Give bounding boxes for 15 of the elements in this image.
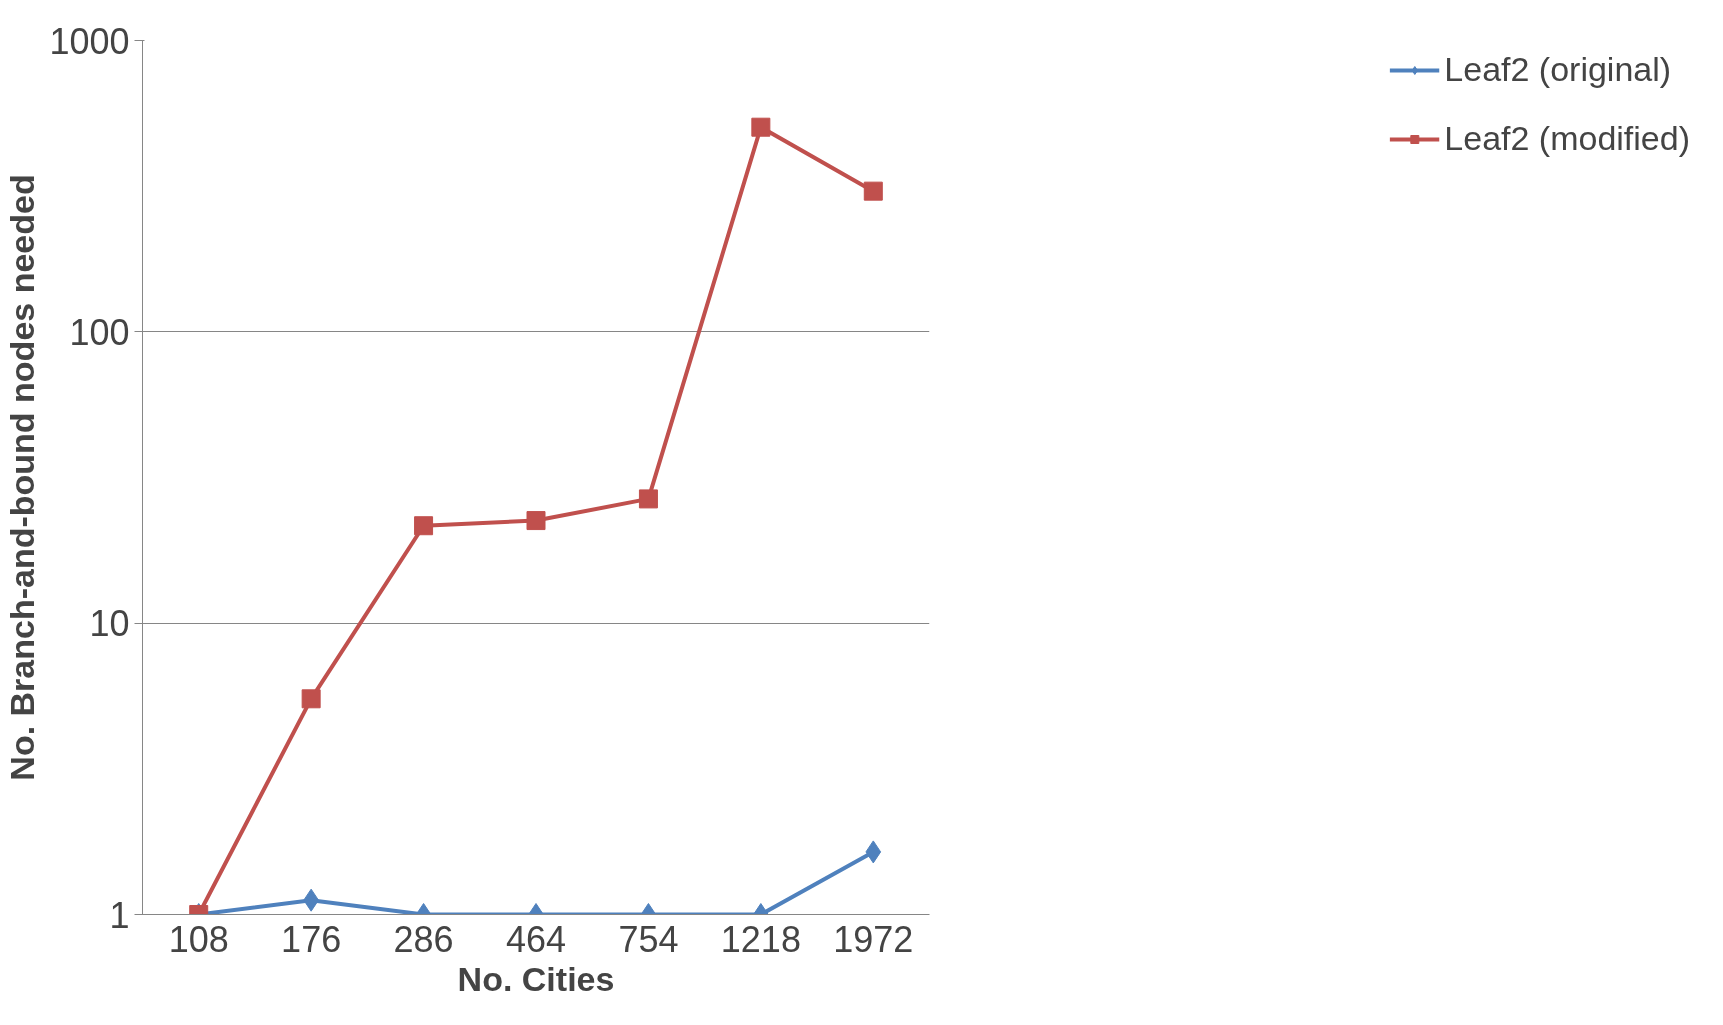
y-axis-title: No. Branch-and-bound nodes needed — [3, 174, 42, 781]
y-tick-label: 10 — [89, 603, 130, 645]
legend-label: Leaf2 (modified) — [1444, 119, 1690, 158]
x-tick-label: 1218 — [720, 918, 801, 960]
x-tick-label: 754 — [618, 918, 679, 960]
x-axis-title: No. Cities — [457, 959, 615, 998]
y-tick-label: 100 — [69, 311, 130, 353]
x-tick-label: 1972 — [833, 918, 914, 960]
legend-label: Leaf2 (original) — [1444, 50, 1672, 89]
x-tick-label: 286 — [393, 918, 454, 960]
y-tick-label: 1 — [109, 894, 130, 936]
y-tick-label: 1000 — [49, 20, 130, 62]
x-tick-label: 464 — [505, 918, 567, 960]
x-tick-label: 108 — [168, 918, 229, 960]
x-tick-label: 176 — [281, 918, 342, 960]
